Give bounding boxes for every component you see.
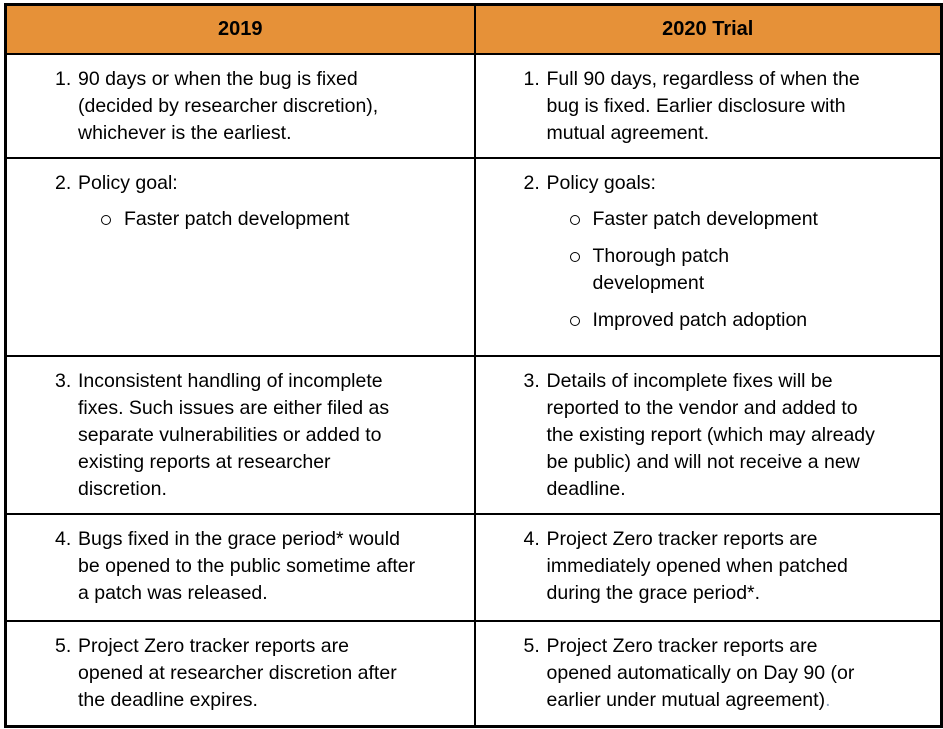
column-header-2019: 2019: [7, 6, 474, 53]
item-text: 90 days or when the bug is fixed (decide…: [78, 68, 379, 144]
item-number: 5.: [55, 635, 72, 657]
item-content: Policy goal: Faster patch development: [78, 170, 462, 243]
bullet-item: Thorough patch development: [569, 243, 929, 297]
cell-r2-2020: 2. Policy goals: Faster patch developmen…: [473, 157, 940, 355]
cell-r3-2020: 3. Details of incomplete fixes will be r…: [473, 355, 940, 513]
numbered-item: 2. Policy goal: Faster patch development: [55, 170, 462, 243]
circle-bullet-marker: [569, 316, 580, 326]
bullet-text: Faster patch development: [592, 208, 818, 230]
cell-r5-2020: 5. Project Zero tracker reports are open…: [473, 620, 940, 725]
item-text: Project Zero tracker reports are immedia…: [546, 528, 848, 604]
policy-comparison-table: 2019 2020 Trial 1. 90 days or when the b…: [4, 3, 943, 728]
item-number: 5.: [523, 635, 540, 657]
item-text: Policy goal:: [78, 172, 178, 194]
numbered-item: 3. Inconsistent handling of incomplete f…: [55, 368, 462, 503]
item-number: 1.: [55, 68, 72, 90]
item-text: Full 90 days, regardless of when the bug…: [546, 68, 860, 144]
cell-r4-2020: 4. Project Zero tracker reports are imme…: [473, 513, 940, 620]
cell-r2-2019: 2. Policy goal: Faster patch development: [7, 157, 474, 355]
item-number: 4.: [55, 528, 72, 550]
circle-bullet-marker: [101, 215, 111, 225]
column-header-2019-label: 2019: [218, 18, 263, 40]
bullet-item: Faster patch development: [101, 206, 462, 233]
numbered-item: 3. Details of incomplete fixes will be r…: [524, 368, 929, 503]
numbered-item: 4. Project Zero tracker reports are imme…: [524, 526, 929, 607]
bullet-item: Improved patch adoption: [569, 307, 929, 334]
numbered-item: 5. Project Zero tracker reports are open…: [55, 633, 462, 714]
bullet-text: Improved patch adoption: [592, 309, 808, 331]
sub-bullet-list: Faster patch development: [101, 206, 462, 233]
cell-r1-2019: 1. 90 days or when the bug is fixed (dec…: [7, 53, 474, 157]
numbered-item: 4. Bugs fixed in the grace period* would…: [55, 526, 462, 607]
item-text: Details of incomplete fixes will be repo…: [546, 370, 875, 500]
cell-r3-2019: 3. Inconsistent handling of incomplete f…: [7, 355, 474, 513]
trailing-period: .: [825, 689, 831, 711]
numbered-item: 1. Full 90 days, regardless of when the …: [524, 66, 929, 147]
item-content: Policy goals: Faster patch development T…: [547, 170, 929, 344]
item-number: 1.: [523, 68, 540, 90]
cell-r4-2019: 4. Bugs fixed in the grace period* would…: [7, 513, 474, 620]
item-number: 4.: [523, 528, 540, 550]
bullet-text: Thorough patch development: [592, 245, 730, 294]
numbered-item: 2. Policy goals: Faster patch developmen…: [524, 170, 929, 344]
column-header-2020-trial: 2020 Trial: [473, 6, 940, 53]
item-number: 2.: [55, 172, 72, 194]
numbered-item: 5. Project Zero tracker reports are open…: [524, 633, 929, 714]
item-text: Inconsistent handling of incomplete fixe…: [78, 370, 390, 500]
cell-r1-2020: 1. Full 90 days, regardless of when the …: [473, 53, 940, 157]
numbered-item: 1. 90 days or when the bug is fixed (dec…: [55, 66, 462, 147]
item-number: 3.: [523, 370, 540, 392]
cell-r5-2019: 5. Project Zero tracker reports are open…: [7, 620, 474, 725]
circle-bullet-marker: [569, 252, 580, 262]
item-text: Project Zero tracker reports are opened …: [78, 635, 397, 711]
column-header-2020-trial-label: 2020 Trial: [662, 18, 754, 40]
item-text: Project Zero tracker reports are opened …: [547, 633, 929, 714]
sub-bullet-list: Faster patch development Thorough patch …: [569, 206, 929, 334]
item-text: Bugs fixed in the grace period* would be…: [78, 528, 416, 604]
circle-bullet-marker: [569, 215, 580, 225]
item-number: 2.: [523, 172, 540, 194]
bullet-text: Faster patch development: [124, 208, 350, 230]
item-text-main: Project Zero tracker reports are opened …: [546, 635, 855, 711]
item-number: 3.: [55, 370, 72, 392]
item-text: Policy goals:: [546, 172, 656, 194]
bullet-item: Faster patch development: [569, 206, 929, 233]
